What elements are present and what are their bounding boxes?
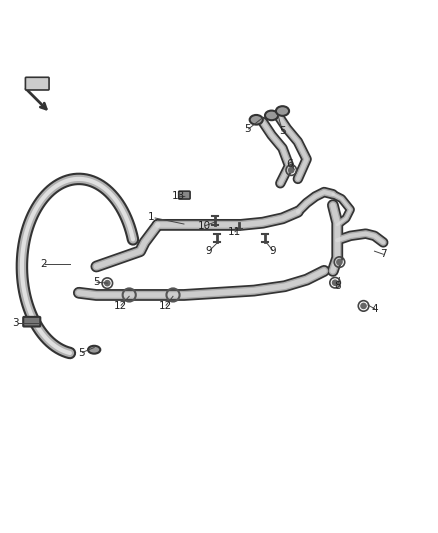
Text: 5: 5 xyxy=(244,124,251,134)
Text: 4: 4 xyxy=(371,304,378,314)
Text: 5: 5 xyxy=(78,348,85,358)
Ellipse shape xyxy=(265,110,278,120)
Text: 2: 2 xyxy=(40,260,47,269)
Text: 13: 13 xyxy=(172,191,185,201)
Text: 8: 8 xyxy=(334,281,341,291)
Circle shape xyxy=(289,167,294,173)
Text: 11: 11 xyxy=(228,228,241,237)
Text: 3: 3 xyxy=(12,318,19,328)
Circle shape xyxy=(105,280,110,286)
Ellipse shape xyxy=(276,106,289,116)
Circle shape xyxy=(332,280,338,285)
FancyBboxPatch shape xyxy=(23,317,40,327)
Text: 5: 5 xyxy=(279,126,286,136)
FancyBboxPatch shape xyxy=(179,191,190,199)
Text: 6: 6 xyxy=(286,159,293,168)
Ellipse shape xyxy=(250,115,263,125)
Text: 9: 9 xyxy=(205,246,212,256)
Text: 1: 1 xyxy=(148,213,155,222)
Text: 7: 7 xyxy=(380,249,387,259)
Text: 10: 10 xyxy=(198,221,211,231)
Ellipse shape xyxy=(88,346,100,354)
Text: 12: 12 xyxy=(114,301,127,311)
Text: 12: 12 xyxy=(159,301,172,311)
Circle shape xyxy=(361,303,366,309)
Text: 9: 9 xyxy=(269,246,276,256)
FancyBboxPatch shape xyxy=(25,77,49,90)
Circle shape xyxy=(337,260,342,265)
Text: 5: 5 xyxy=(93,277,100,287)
